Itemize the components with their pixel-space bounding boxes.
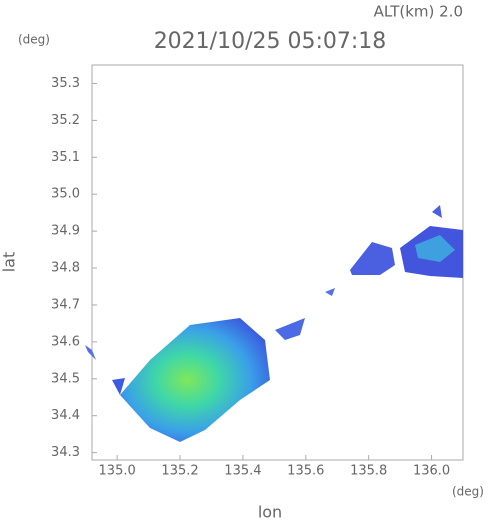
x-tick-label: 135.4 xyxy=(224,464,261,479)
x-axis-label: lon xyxy=(258,503,282,521)
x-unit: (deg) xyxy=(452,485,484,499)
radar-echo xyxy=(85,205,463,442)
y-unit: (deg) xyxy=(18,33,50,47)
x-tick-label: 136.0 xyxy=(413,464,450,479)
y-tick-label: 35.2 xyxy=(51,113,80,128)
y-tick-label: 35.3 xyxy=(51,76,80,91)
y-tick-label: 34.3 xyxy=(51,445,80,460)
y-axis-label: lat xyxy=(0,252,19,273)
chart-title: 2021/10/25 05:07:18 xyxy=(154,29,387,54)
y-tick-label: 34.6 xyxy=(51,334,80,349)
y-tick-label: 34.8 xyxy=(51,261,80,276)
x-tick-label: 135.2 xyxy=(161,464,198,479)
altitude-label: ALT(km) 2.0 xyxy=(374,3,463,21)
y-tick-label: 35.1 xyxy=(51,150,80,165)
y-tick-label: 35.0 xyxy=(51,187,80,202)
x-tick-label: 135.0 xyxy=(99,464,136,479)
y-tick-label: 34.4 xyxy=(51,408,80,423)
x-tick-label: 135.8 xyxy=(350,464,387,479)
y-tick-label: 34.7 xyxy=(51,297,80,312)
x-tick-label: 135.6 xyxy=(287,464,324,479)
y-tick-label: 34.9 xyxy=(51,224,80,239)
y-tick-label: 34.5 xyxy=(51,371,80,386)
